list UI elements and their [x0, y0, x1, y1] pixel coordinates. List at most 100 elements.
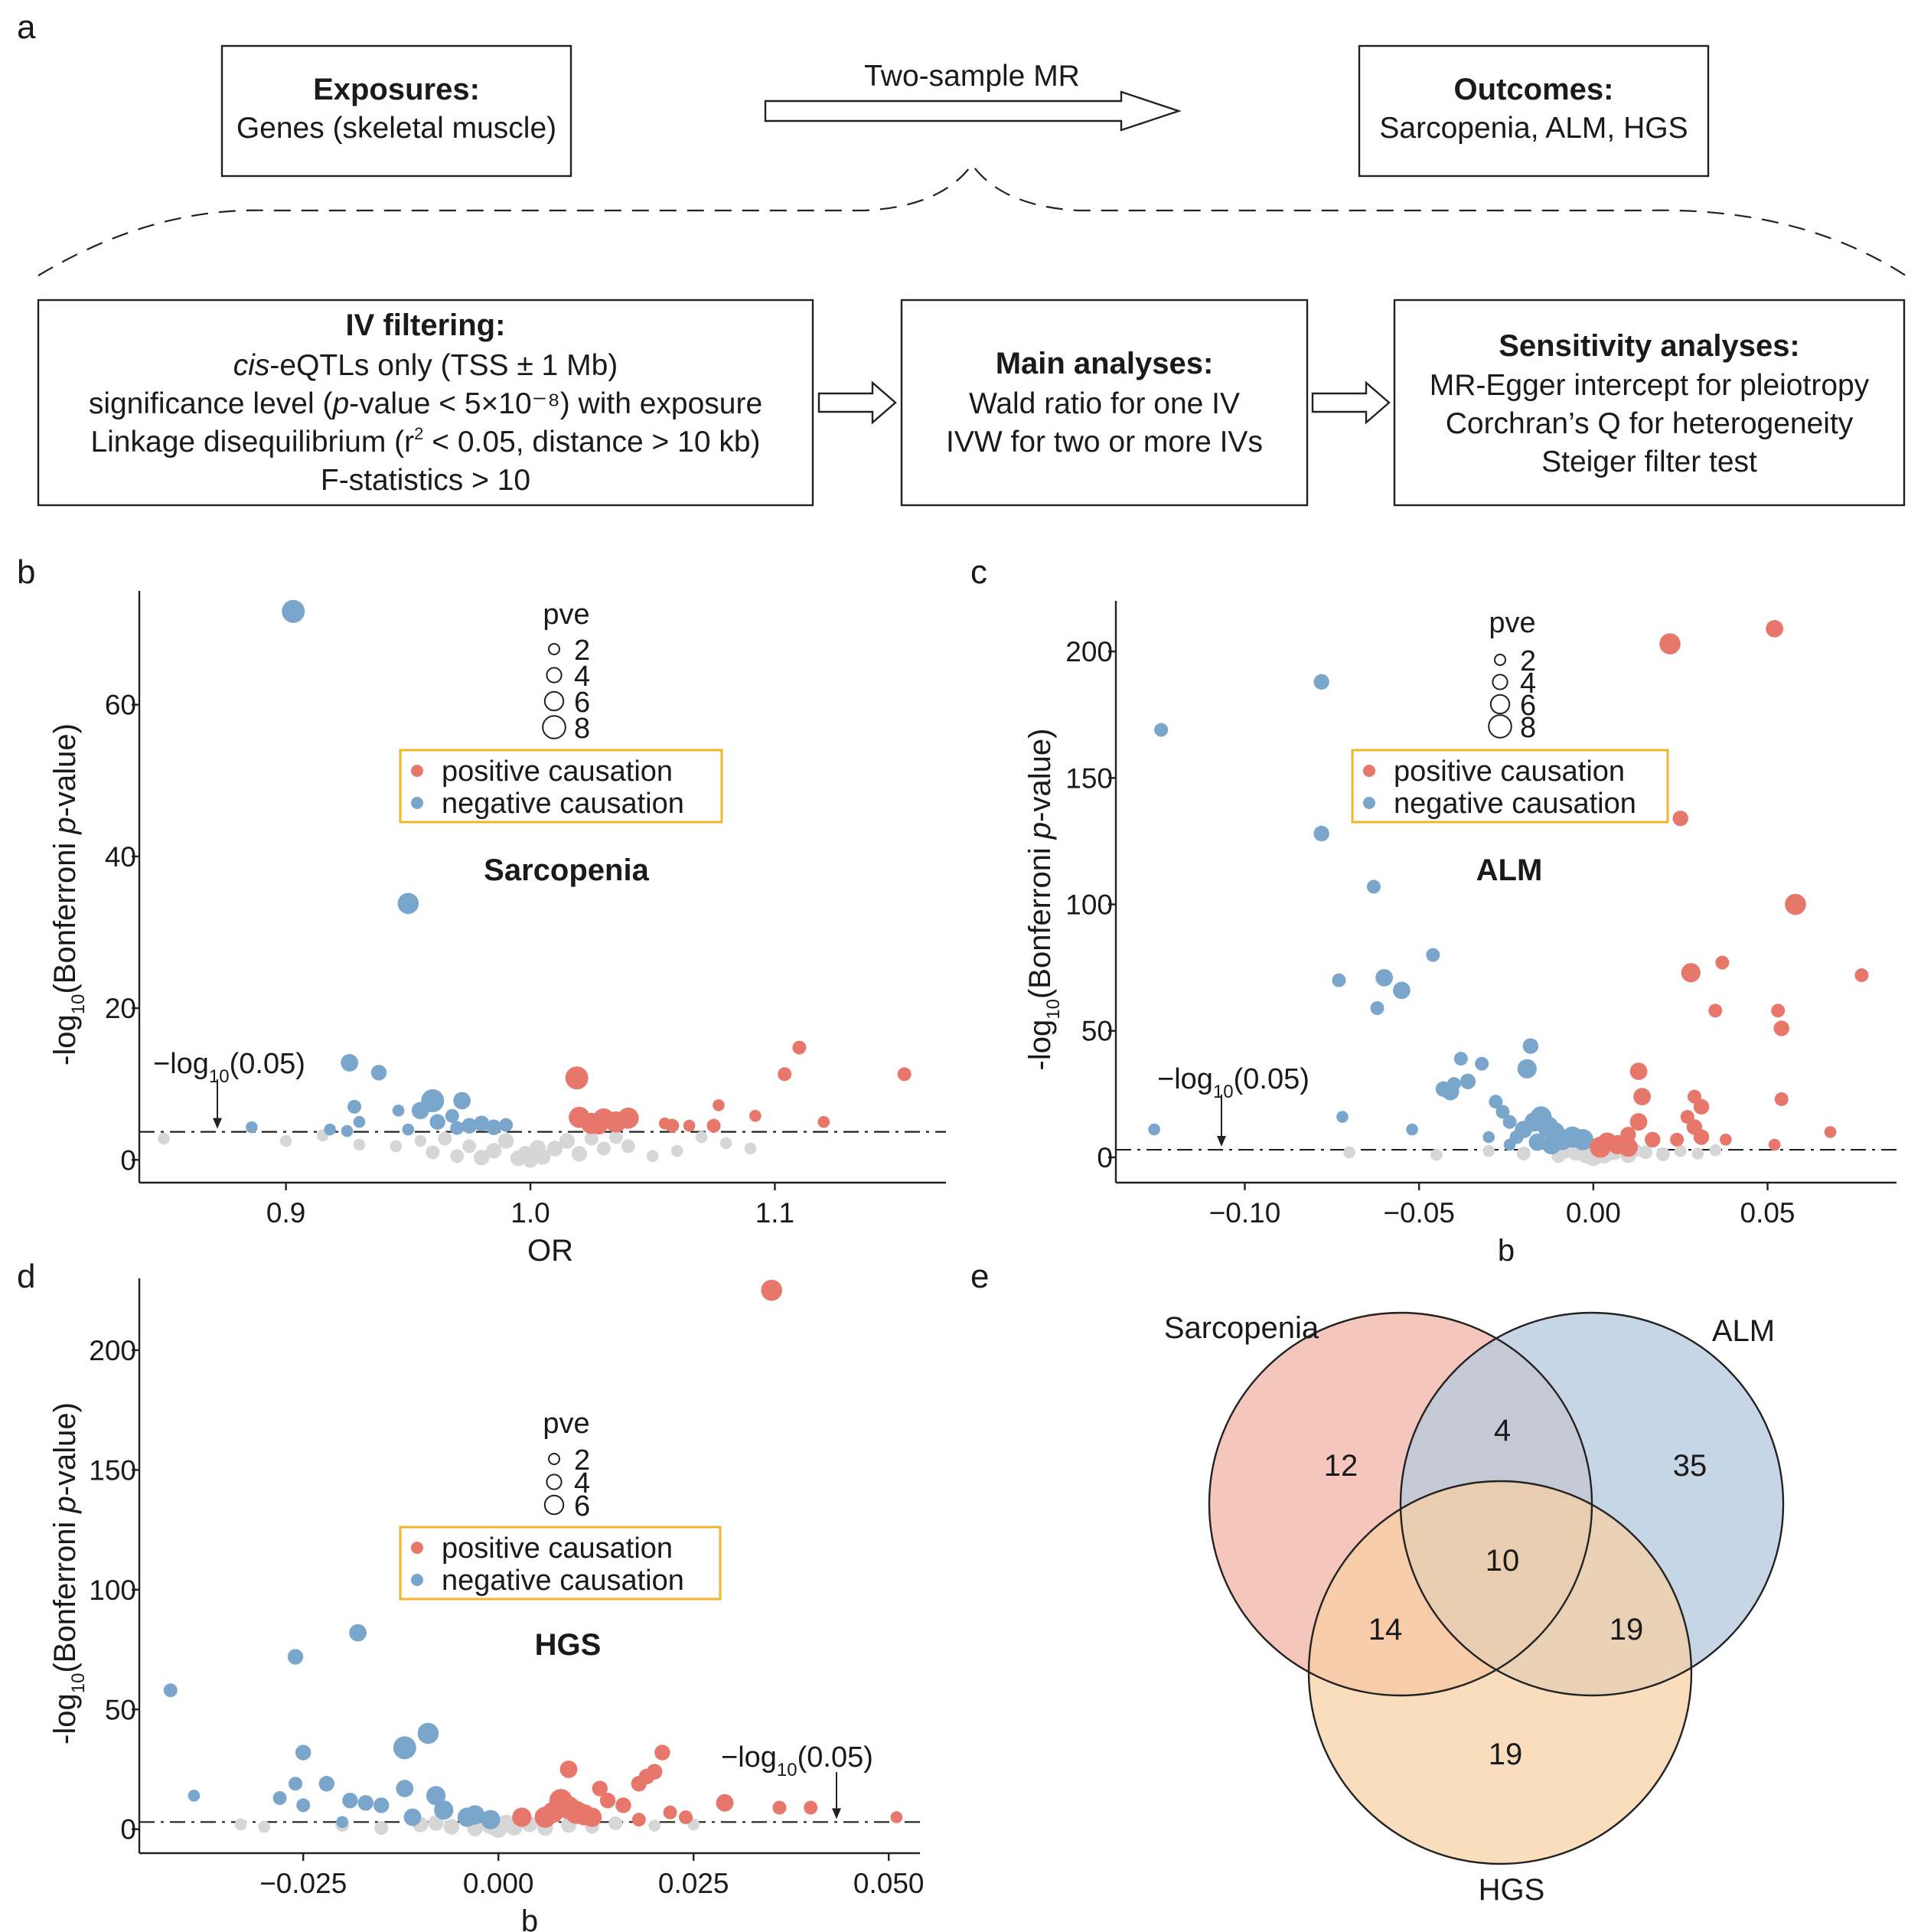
positive-causation-point: [1854, 968, 1869, 983]
positive-causation-point: [749, 1109, 762, 1122]
nonsignificant-point: [559, 1133, 576, 1149]
nonsignificant-point: [390, 1140, 403, 1153]
legend-size-title: pve: [1489, 607, 1535, 639]
negative-causation-point: [1392, 981, 1411, 1000]
negative-causation-point: [1503, 1138, 1516, 1151]
nonsignificant-point: [1482, 1144, 1495, 1157]
negative-causation-point: [1426, 948, 1440, 962]
sensitivity-line3: Steiger filter test: [1541, 445, 1757, 478]
positive-causation-point: [897, 1067, 912, 1082]
positive-causation-point: [890, 1811, 903, 1823]
legend-size-label: 8: [574, 713, 590, 745]
positive-causation-point: [1629, 1062, 1648, 1081]
negative-causation-point: [1435, 1081, 1452, 1097]
y-tick-label: 150: [1065, 762, 1113, 794]
nonsignificant-point: [621, 1139, 635, 1154]
outcomes-text: Sarcopenia, ALM, HGS: [1379, 112, 1688, 145]
legend-size-label: 6: [574, 1490, 590, 1522]
positive-causation-point: [1715, 955, 1730, 970]
x-tick-label: 0.9: [266, 1197, 305, 1229]
negative-causation-point: [1460, 1073, 1476, 1090]
chart-title: Sarcopenia: [484, 853, 649, 887]
negative-causation-point: [453, 1092, 471, 1110]
venn-count-alm-only: 35: [1673, 1449, 1707, 1483]
negative-causation-point: [342, 1792, 358, 1809]
two-sample-mr-arrow-icon: [764, 90, 1182, 132]
positive-causation-point: [534, 1806, 556, 1828]
sensitivity-line1: MR-Egger intercept for pleiotropy: [1430, 369, 1870, 402]
chart-title: HGS: [535, 1628, 602, 1662]
negative-causation-point: [296, 1798, 311, 1813]
positive-causation-point: [663, 1805, 677, 1819]
legend-size-label: 4: [574, 1467, 590, 1500]
y-tick-label: 50: [1081, 1016, 1113, 1047]
negative-causation-point: [450, 1121, 465, 1135]
nonsignificant-point: [462, 1139, 477, 1154]
y-axis-title: -log10(Bonferroni p-value): [48, 1402, 89, 1744]
positive-causation-point: [615, 1797, 631, 1813]
negative-causation-point: [357, 1795, 373, 1811]
venn-count-hgs-only: 19: [1489, 1738, 1523, 1771]
negative-causation-point: [353, 1115, 366, 1128]
negative-causation-point: [392, 1105, 405, 1117]
y-tick-label: 60: [105, 690, 136, 721]
venn-count-alm-hgs: 19: [1610, 1613, 1644, 1646]
negative-causation-point: [1453, 1052, 1468, 1066]
sensitivity-line2: Corchran’s Q for heterogeneity: [1446, 407, 1854, 440]
legend-negative-label: negative causation: [442, 1565, 684, 1597]
positive-causation-point: [1720, 1134, 1732, 1146]
positive-causation-point: [772, 1800, 787, 1815]
positive-causation-point: [1693, 1129, 1710, 1145]
nonsignificant-point: [473, 1150, 490, 1166]
venn-count-sarcopenia-alm: 4: [1494, 1414, 1511, 1447]
iv-filtering-line2: significance level (p-value < 5×10⁻⁸) wi…: [89, 387, 762, 420]
negative-causation-point: [417, 1722, 439, 1744]
negative-causation-point: [1332, 973, 1346, 987]
nonsignificant-point: [374, 1821, 389, 1836]
causation-legend-box: [399, 749, 723, 824]
panel-e-venn-diagram: e Sarcopenia ALM HGS 12 35 4 10 14 19 19: [970, 1258, 1785, 1907]
arrow-down-icon: [832, 1808, 841, 1819]
venn-circles: [1208, 1311, 1785, 1865]
x-tick-label: 0.00: [1566, 1197, 1621, 1229]
negative-causation-point: [1517, 1059, 1537, 1079]
legend-size-label: 2: [574, 1444, 590, 1477]
legend-size-label: 4: [574, 661, 590, 693]
legend-negative-label: negative causation: [1394, 788, 1636, 820]
two-sample-mr-label: Two-sample MR: [864, 60, 1080, 93]
legend-size-label: 6: [574, 687, 590, 719]
negative-causation-point: [481, 1810, 501, 1829]
nonsignificant-point: [1709, 1144, 1722, 1157]
legend-size-circle: [548, 643, 560, 655]
nonsignificant-point: [1516, 1147, 1531, 1160]
legend-positive-marker: [1363, 765, 1375, 777]
legend-size-label: 4: [1520, 667, 1536, 700]
positive-causation-point: [817, 1115, 830, 1128]
legend-size-label: 6: [1520, 690, 1536, 722]
y-tick-label: 0: [120, 1144, 136, 1176]
legend-size-circle: [542, 715, 566, 739]
venn-label-alm: ALM: [1712, 1314, 1775, 1348]
negative-causation-point: [1475, 1056, 1489, 1071]
causation-legend-box: [399, 1526, 722, 1601]
nonsignificant-point: [530, 1140, 546, 1156]
nonsignificant-point: [596, 1141, 611, 1156]
legend-size-circle: [548, 1453, 560, 1465]
negative-causation-point: [434, 1800, 454, 1820]
nonsignificant-point: [438, 1131, 452, 1146]
nonsignificant-point: [1343, 1146, 1355, 1159]
nonsignificant-point: [279, 1134, 292, 1147]
nonsignificant-point: [571, 1146, 588, 1162]
x-tick-label: 0.000: [463, 1868, 534, 1899]
negative-causation-point: [341, 1054, 359, 1072]
positive-causation-point: [1824, 1126, 1837, 1138]
venn-outline-hgs: [1307, 1480, 1693, 1865]
positive-causation-point: [1590, 1136, 1611, 1158]
negative-causation-point: [1528, 1133, 1547, 1151]
positive-causation-point: [512, 1807, 532, 1827]
venn-count-sarcopenia-hgs: 14: [1368, 1613, 1403, 1646]
legend-size-title: pve: [543, 599, 589, 631]
nonsignificant-point: [485, 1143, 502, 1159]
flow-arrow-icon: [817, 380, 897, 425]
positive-causation-point: [716, 1793, 734, 1812]
